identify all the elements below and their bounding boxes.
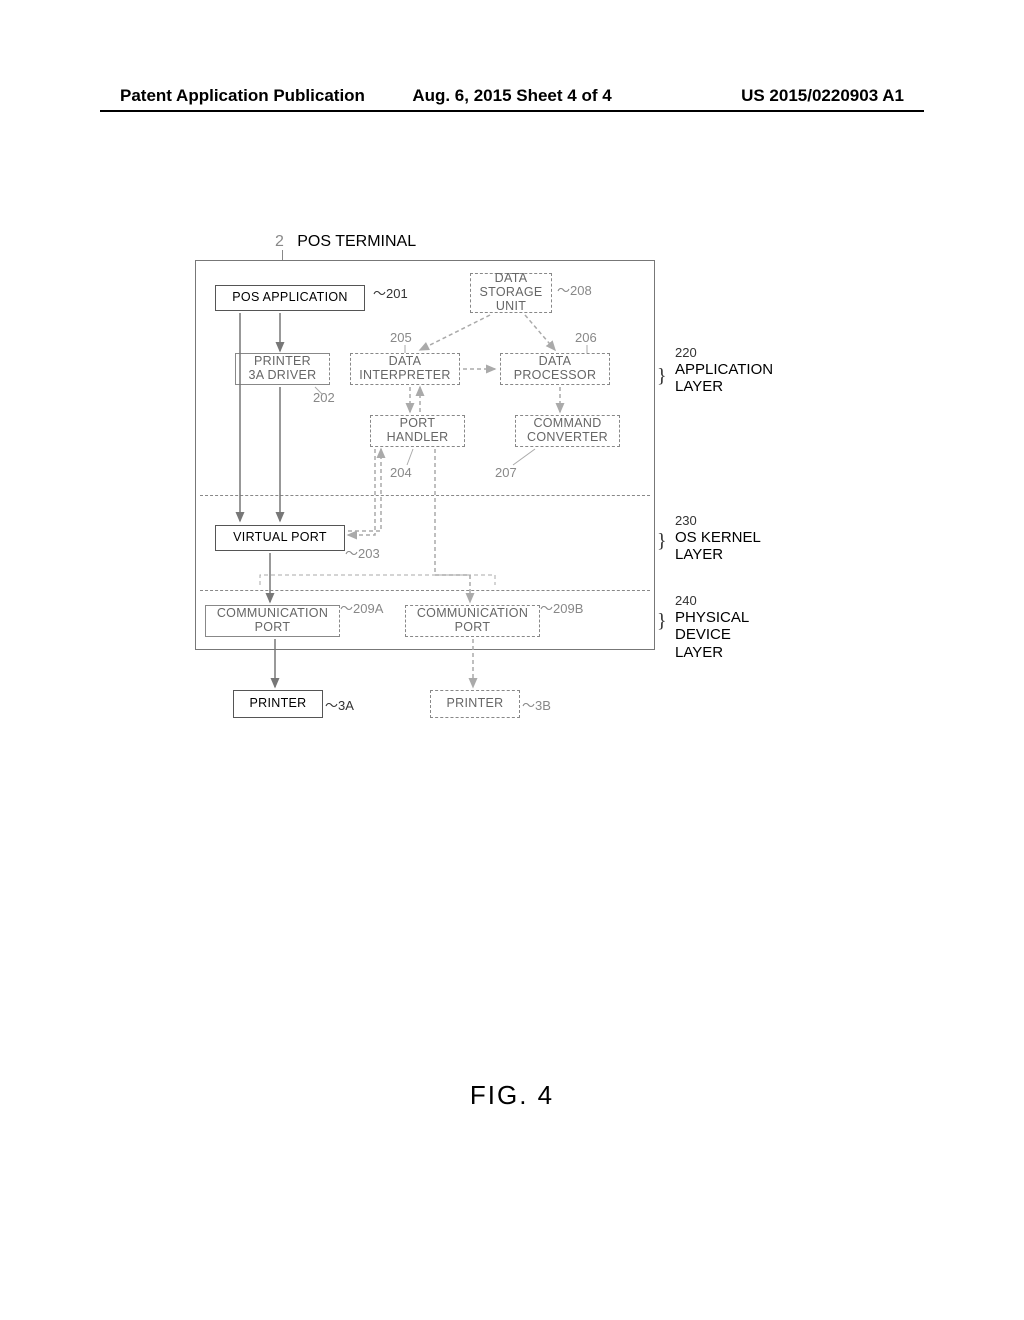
ref-comm-port-a: 〜209A [340,598,383,617]
page-header: Patent Application Publication Aug. 6, 2… [0,86,1024,106]
ref-printer-driver: 202 [313,390,335,405]
ref-printer-b: 〜3B [522,695,551,714]
node-port-handler: PORT HANDLER [370,415,465,447]
separator-os-phys [200,590,650,591]
node-data-storage: DATA STORAGE UNIT [470,273,552,313]
node-data-processor: DATA PROCESSOR [500,353,610,385]
layer-phys-name: PHYSICAL DEVICE LAYER [675,609,749,661]
figure-caption: FIG. 4 [0,1080,1024,1111]
ref-command-converter: 207 [495,465,517,480]
header-left: Patent Application Publication [120,86,381,106]
header-rule [100,110,924,112]
node-printer-b: PRINTER [430,690,520,718]
layer-os-name: OS KERNEL LAYER [675,529,761,564]
node-virtual-port: VIRTUAL PORT [215,525,345,551]
node-printer-a: PRINTER [233,690,323,718]
layer-app-ref: 220 [675,345,697,360]
ref-pos-app: 〜201 [373,283,408,302]
ref-port-handler: 204 [390,465,412,480]
brace-phys: } [657,610,667,633]
node-printer-driver: PRINTER 3A DRIVER [235,353,330,385]
main-box [195,260,655,650]
header-center: Aug. 6, 2015 Sheet 4 of 4 [381,86,642,106]
separator-app-os [200,495,650,496]
layer-os-ref: 230 [675,513,697,528]
layer-phys-ref: 240 [675,593,697,608]
system-ref: 2 POS TERMINAL [275,233,416,251]
header-right: US 2015/0220903 A1 [643,86,904,106]
node-comm-port-a: COMMUNICATION PORT [205,605,340,637]
brace-os: } [657,530,667,553]
node-pos-application: POS APPLICATION [215,285,365,311]
ref-data-interpreter: 205 [390,330,412,345]
ref-data-storage: 〜208 [557,280,592,299]
ref-printer-a: 〜3A [325,695,354,714]
brace-app: } [657,365,667,388]
ref-comm-port-b: 〜209B [540,598,583,617]
node-command-converter: COMMAND CONVERTER [515,415,620,447]
layer-app-name: APPLICATION LAYER [675,361,773,396]
ref-virtual-port: 〜203 [345,543,380,562]
diagram: 2 POS TERMINAL } 220 APPLICATION LAYER }… [195,235,915,785]
ref-data-processor: 206 [575,330,597,345]
node-comm-port-b: COMMUNICATION PORT [405,605,540,637]
node-data-interpreter: DATA INTERPRETER [350,353,460,385]
